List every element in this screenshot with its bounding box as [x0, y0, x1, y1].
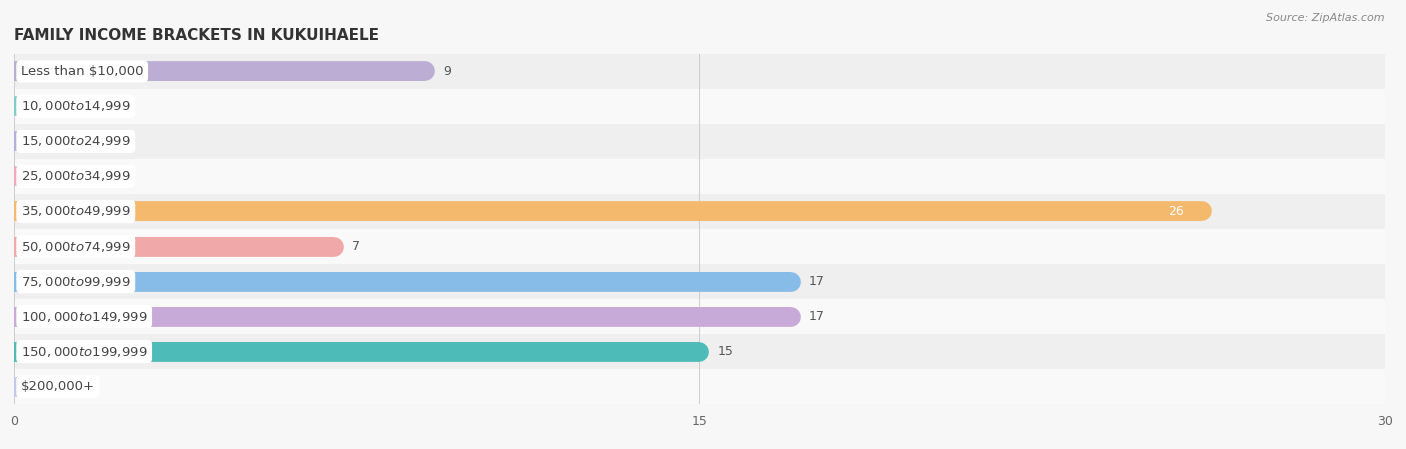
Text: 17: 17 [810, 310, 825, 323]
Text: Less than $10,000: Less than $10,000 [21, 65, 143, 78]
Text: Source: ZipAtlas.com: Source: ZipAtlas.com [1267, 13, 1385, 23]
Text: 0: 0 [37, 170, 45, 183]
Text: $100,000 to $149,999: $100,000 to $149,999 [21, 309, 148, 324]
Text: 26: 26 [1168, 205, 1184, 218]
Text: 17: 17 [810, 275, 825, 288]
Text: 0: 0 [37, 100, 45, 113]
Bar [0, 229, 1406, 264]
Text: 7: 7 [353, 240, 360, 253]
Text: $35,000 to $49,999: $35,000 to $49,999 [21, 204, 131, 219]
Bar [0, 54, 1406, 89]
Bar [0, 299, 1406, 334]
Bar [14, 202, 1202, 221]
Text: 15: 15 [718, 345, 734, 358]
Bar [14, 62, 426, 81]
Bar [14, 237, 335, 256]
Text: $15,000 to $24,999: $15,000 to $24,999 [21, 134, 131, 149]
Bar [0, 369, 1406, 404]
Text: 9: 9 [444, 65, 451, 78]
Bar [14, 307, 792, 326]
Bar [14, 272, 792, 291]
Text: 0: 0 [37, 135, 45, 148]
Bar [0, 124, 1406, 159]
Bar [0, 159, 1406, 194]
Bar [0, 89, 1406, 124]
Text: 0: 0 [37, 380, 45, 393]
Text: $150,000 to $199,999: $150,000 to $199,999 [21, 344, 148, 359]
Text: $10,000 to $14,999: $10,000 to $14,999 [21, 99, 131, 114]
Bar [14, 342, 700, 361]
Bar [0, 194, 1406, 229]
Bar [0, 264, 1406, 299]
Text: $200,000+: $200,000+ [21, 380, 96, 393]
Text: $50,000 to $74,999: $50,000 to $74,999 [21, 239, 131, 254]
Bar [0, 334, 1406, 369]
Text: $25,000 to $34,999: $25,000 to $34,999 [21, 169, 131, 184]
Text: FAMILY INCOME BRACKETS IN KUKUIHAELE: FAMILY INCOME BRACKETS IN KUKUIHAELE [14, 28, 380, 43]
Text: $75,000 to $99,999: $75,000 to $99,999 [21, 274, 131, 289]
